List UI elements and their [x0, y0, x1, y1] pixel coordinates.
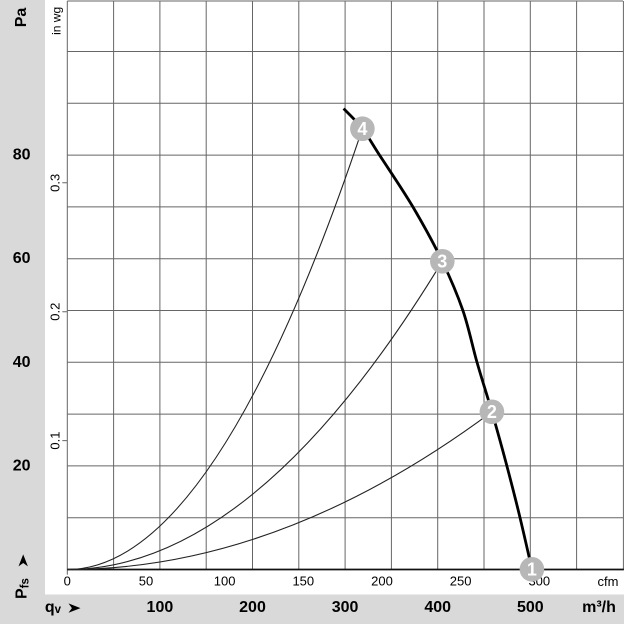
svg-text:0: 0 — [64, 573, 71, 588]
svg-text:100: 100 — [214, 573, 236, 588]
svg-text:100: 100 — [147, 599, 174, 616]
svg-text:3: 3 — [437, 252, 447, 272]
svg-text:150: 150 — [292, 573, 314, 588]
svg-text:m³/h: m³/h — [582, 599, 616, 616]
svg-text:300: 300 — [332, 599, 359, 616]
svg-text:200: 200 — [239, 599, 266, 616]
svg-text:2: 2 — [487, 402, 497, 422]
svg-text:in wg: in wg — [50, 7, 64, 35]
svg-text:0.2: 0.2 — [48, 303, 63, 321]
svg-text:20: 20 — [13, 457, 31, 474]
svg-text:cfm: cfm — [598, 574, 619, 589]
svg-text:60: 60 — [13, 250, 31, 267]
svg-text:250: 250 — [450, 573, 472, 588]
svg-text:500: 500 — [517, 599, 544, 616]
svg-text:qv: qv — [45, 599, 62, 616]
svg-text:Pa: Pa — [13, 8, 30, 28]
svg-text:0.1: 0.1 — [48, 432, 63, 450]
svg-text:4: 4 — [357, 119, 367, 139]
svg-text:200: 200 — [371, 573, 393, 588]
svg-text:50: 50 — [139, 573, 153, 588]
svg-text:80: 80 — [13, 147, 31, 164]
svg-text:400: 400 — [424, 599, 451, 616]
svg-text:40: 40 — [13, 354, 31, 371]
svg-text:0.3: 0.3 — [48, 174, 63, 192]
svg-text:1: 1 — [527, 560, 537, 580]
